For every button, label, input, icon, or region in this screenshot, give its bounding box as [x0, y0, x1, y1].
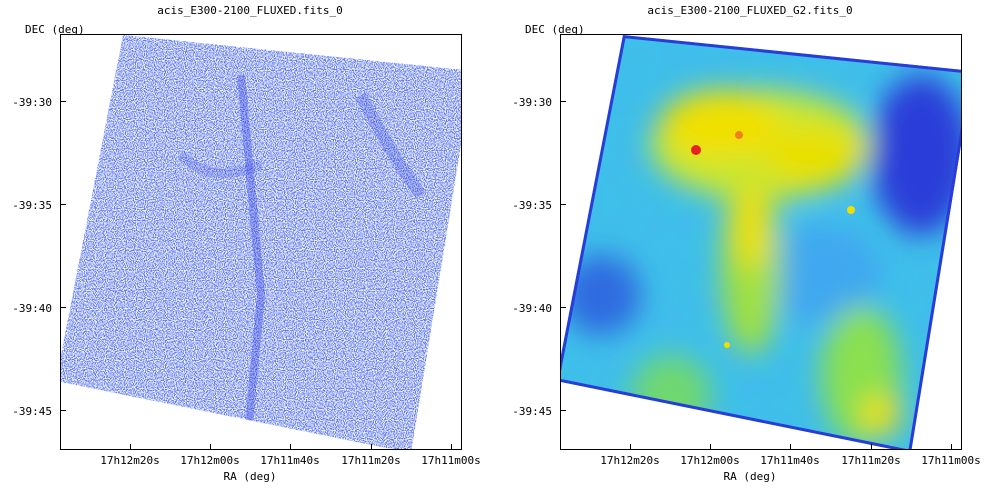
left-xtick-mark	[210, 444, 211, 449]
right-image-panel: acis_E300-2100_FLUXED_G2.fits_0 DEC (deg…	[500, 0, 1000, 489]
left-image-panel: acis_E300-2100_FLUXED.fits_0 DEC (deg)	[12, 4, 481, 483]
right-ytick-mark	[561, 410, 566, 411]
right-ytick-label: -39:45	[512, 405, 552, 418]
left-xtick-mark	[371, 444, 372, 449]
right-xtick-mark	[871, 444, 872, 449]
right-ytick-label: -39:35	[512, 199, 552, 212]
right-xtick-label: 17h11m00s	[921, 454, 981, 467]
right-xtick-mark	[630, 444, 631, 449]
right-ytick-label: -39:40	[512, 302, 552, 315]
left-raw-counts-image	[61, 35, 461, 449]
right-dec-axis-label: DEC (deg)	[525, 23, 585, 36]
right-ytick-mark	[561, 307, 566, 308]
right-smoothed-image	[561, 35, 961, 449]
left-ytick-mark	[61, 101, 66, 102]
left-xtick-mark	[290, 444, 291, 449]
left-xtick-label: 17h11m00s	[421, 454, 481, 467]
right-ytick-mark	[561, 204, 566, 205]
left-ytick-mark	[61, 410, 66, 411]
left-panel-title: acis_E300-2100_FLUXED.fits_0	[157, 4, 343, 17]
left-xtick-label: 17h12m00s	[180, 454, 240, 467]
left-xtick-mark	[130, 444, 131, 449]
left-ytick-label: -39:35	[12, 199, 52, 212]
right-ra-axis-label: RA (deg)	[723, 470, 777, 483]
right-xtick-label: 17h12m20s	[600, 454, 660, 467]
left-ytick-mark	[61, 307, 66, 308]
left-xtick-label: 17h11m40s	[260, 454, 320, 467]
left-ytick-label: -39:45	[12, 405, 52, 418]
right-panel-title: acis_E300-2100_FLUXED_G2.fits_0	[647, 4, 853, 17]
left-ytick-label: -39:40	[12, 302, 52, 315]
right-peak-source	[691, 145, 701, 155]
left-ytick-label: -39:30	[12, 96, 52, 109]
left-xtick-mark	[451, 444, 452, 449]
left-ytick-mark	[61, 204, 66, 205]
right-xtick-mark	[790, 444, 791, 449]
right-xtick-mark	[951, 444, 952, 449]
left-image-frame	[60, 34, 462, 450]
right-xtick-label: 17h12m00s	[680, 454, 740, 467]
right-xtick-mark	[710, 444, 711, 449]
right-image-frame	[560, 34, 962, 450]
right-ytick-label: -39:30	[512, 96, 552, 109]
left-xtick-label: 17h12m20s	[100, 454, 160, 467]
left-dec-axis-label: DEC (deg)	[25, 23, 85, 36]
right-xtick-label: 17h11m20s	[841, 454, 901, 467]
right-ytick-mark	[561, 101, 566, 102]
left-xtick-label: 17h11m20s	[341, 454, 401, 467]
left-ra-axis-label: RA (deg)	[223, 470, 277, 483]
right-xtick-label: 17h11m40s	[760, 454, 820, 467]
